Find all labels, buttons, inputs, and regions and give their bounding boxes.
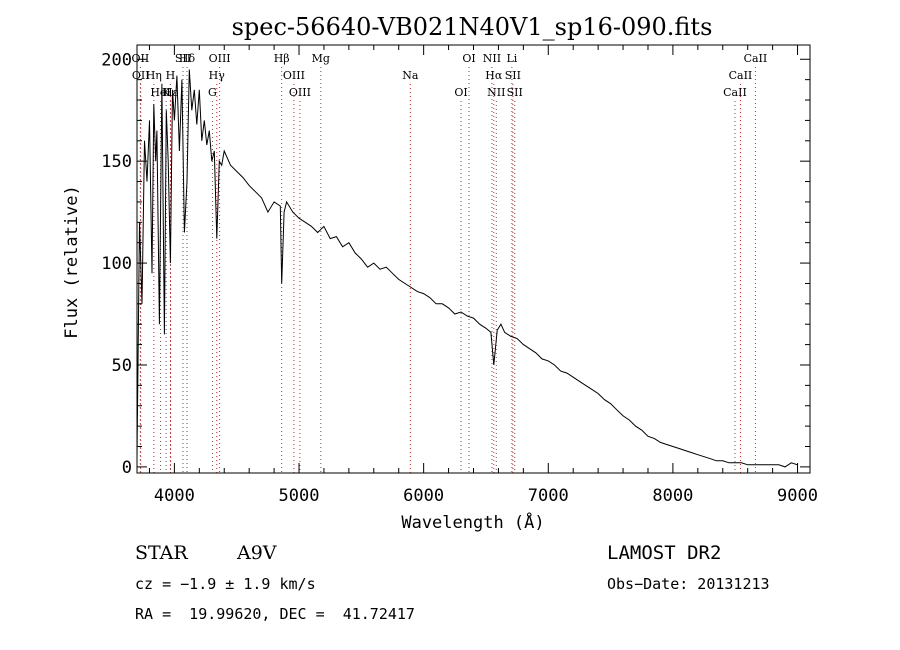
y-tick-label: 150	[101, 152, 132, 172]
y-tick-label: 200	[101, 50, 132, 70]
x-tick-label: 6000	[403, 486, 444, 506]
y-axis-label: Flux (relative)	[62, 185, 82, 339]
x-tick-label: 8000	[652, 486, 693, 506]
line-marker-label: CaII	[729, 69, 753, 82]
line-marker-label: OIII	[283, 69, 305, 82]
line-marker-label: Hδ	[179, 52, 196, 65]
line-marker-label: Hε	[163, 86, 179, 99]
survey-name: LAMOST DR2	[607, 542, 722, 564]
y-tick-label: 100	[101, 254, 132, 274]
x-tick-label: 9000	[777, 486, 818, 506]
line-marker-label: NII	[487, 86, 505, 99]
y-tick-label: 0	[122, 458, 132, 478]
line-marker-label: HeI	[150, 86, 170, 99]
line-marker-label: OI	[462, 52, 475, 65]
line-marker-label: Hβ	[274, 52, 290, 65]
object-subclass: A9V	[237, 542, 277, 564]
x-tick-label: 4000	[154, 486, 195, 506]
redshift-velocity: cz = −1.9 ± 1.9 km/s	[135, 575, 316, 593]
x-tick-label: 5000	[279, 486, 320, 506]
line-marker-label: H	[166, 69, 176, 82]
line-marker-label: OII	[132, 69, 150, 82]
line-marker-label: SII	[507, 86, 523, 99]
line-marker-label: NII	[483, 52, 501, 65]
emission-line-labels: HδHKOIIOIIHeISIIHηHεOIIIHγGHβOIIIOIIIMgN…	[132, 52, 768, 99]
line-marker-label: Hα	[485, 69, 503, 82]
line-marker-label: G	[208, 86, 217, 99]
line-marker-label: Na	[402, 69, 419, 82]
emission-line-markers	[139, 67, 756, 473]
chart-title: spec-56640-VB021N40V1_sp16-090.fits	[232, 13, 713, 41]
x-axis: 4000 5000 6000 7000 8000 9000	[148, 45, 818, 506]
line-marker-label: Hη	[146, 69, 162, 82]
x-axis-label: Wavelength (Å)	[401, 511, 544, 533]
line-marker-label: Mg	[312, 52, 330, 65]
line-marker-label: SII	[175, 52, 191, 65]
line-marker-label: OIII	[289, 86, 311, 99]
line-marker-label: CaII	[744, 52, 768, 65]
line-marker-label: OIII	[209, 52, 231, 65]
line-marker-label: CaII	[723, 86, 747, 99]
plot-frame	[136, 44, 811, 474]
y-axis: 0 50 100 150 200	[101, 50, 810, 478]
line-marker-label: Hγ	[209, 69, 226, 82]
spectrum-line	[136, 69, 798, 468]
line-marker-label: OII	[132, 52, 150, 65]
line-marker-label: Li	[506, 52, 517, 65]
observation-date: Obs−Date: 20131213	[607, 575, 770, 593]
line-marker-label: OI	[454, 86, 467, 99]
y-tick-label: 50	[112, 356, 132, 376]
coordinates: RA = 19.99620, DEC = 41.72417	[135, 605, 415, 623]
line-marker-label: SII	[505, 69, 521, 82]
object-class: STAR	[135, 542, 188, 564]
x-tick-label: 7000	[528, 486, 569, 506]
line-marker-label: K	[162, 86, 171, 99]
